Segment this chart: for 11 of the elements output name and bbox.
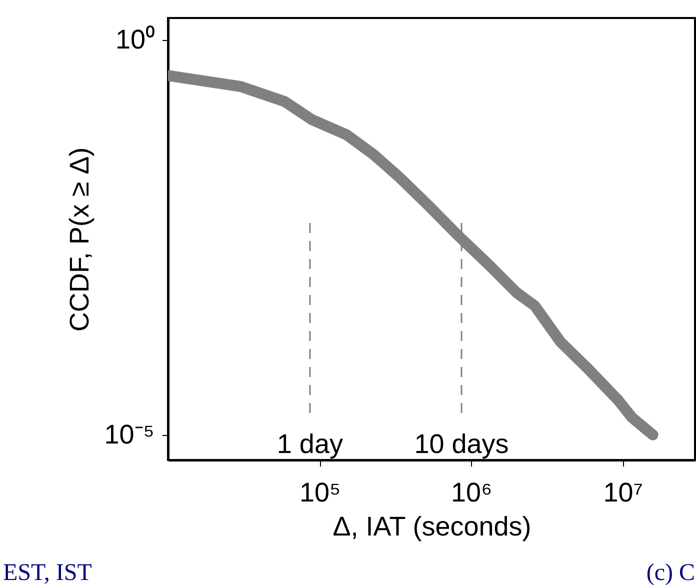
x-tick-label: 10⁶: [451, 478, 492, 508]
x-axis-title: Δ, IAT (seconds): [332, 512, 532, 542]
y-tick-label: 10⁰: [115, 24, 154, 55]
y-axis-title: CCDF, P(x ≥ Δ): [64, 147, 94, 332]
y-tick-label: 10⁻⁵: [104, 419, 154, 450]
x-tick-label: 10⁵: [299, 478, 341, 508]
x-tick-label: 10⁷: [603, 478, 644, 508]
ref-line-label: 10 days: [414, 429, 509, 459]
text: EST, IST: [3, 560, 92, 585]
text: (c) C: [646, 560, 695, 585]
ref-line-label: 1 day: [276, 429, 344, 459]
